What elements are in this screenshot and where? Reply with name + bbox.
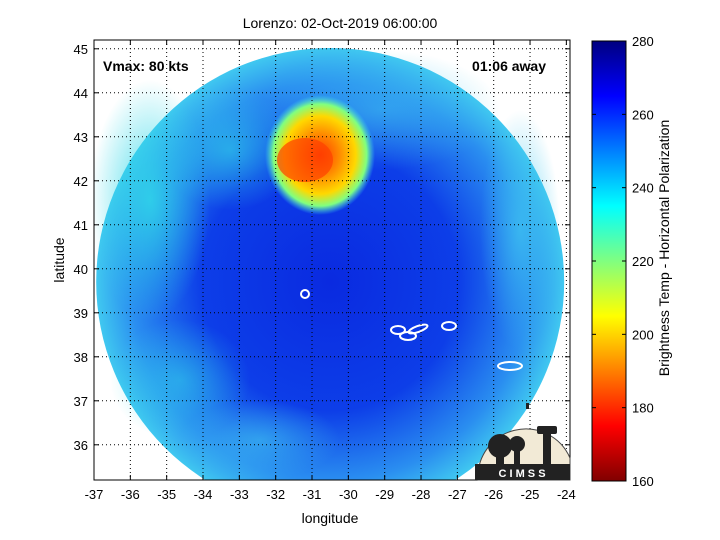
swath-image <box>94 48 565 480</box>
y-tick-label: 42 <box>74 174 88 189</box>
contour-lines <box>300 289 523 371</box>
colorbar-tick-label: 260 <box>632 107 654 122</box>
contour <box>407 323 429 335</box>
colorbar-tick-label: 280 <box>632 34 654 49</box>
y-tick-label: 44 <box>74 86 88 101</box>
y-axis-label: latitude <box>51 237 67 282</box>
x-axis-ticks: -37 -36 -35 -34 -33 -32 -31 -30 -29 -28 -27 -26 -25 -… <box>85 40 576 502</box>
colorbar-tick-label: 200 <box>632 327 654 342</box>
x-tick-label: -35 <box>157 487 176 502</box>
svg-text:C I M S S: C I M S S <box>498 468 545 480</box>
contour <box>497 361 523 371</box>
x-tick-label: -34 <box>194 487 213 502</box>
colorbar-tick-label: 240 <box>632 181 654 196</box>
x-tick-label: -29 <box>375 487 394 502</box>
away-annotation: 01:06 away <box>472 58 546 74</box>
chart-title: Lorenzo: 02-Oct-2019 06:00:00 <box>243 15 438 31</box>
contour <box>390 325 406 335</box>
y-tick-label: 39 <box>74 306 88 321</box>
colorbar-label: Brightness Temp - Horizontal Polarizatio… <box>656 120 672 377</box>
cimss-logo: C I M S S <box>475 403 571 481</box>
colorbar-tick-label: 220 <box>632 254 654 269</box>
x-tick-label: -28 <box>412 487 431 502</box>
y-tick-label: 43 <box>74 130 88 145</box>
x-tick-label: -33 <box>230 487 249 502</box>
colorbar-tick-label: 180 <box>632 401 654 416</box>
x-tick-label: -37 <box>85 487 104 502</box>
y-tick-label: 38 <box>74 350 88 365</box>
x-tick-label: -27 <box>448 487 467 502</box>
colorbar-scale <box>591 40 627 482</box>
y-tick-label: 37 <box>74 394 88 409</box>
vmax-annotation: Vmax: 80 kts <box>103 58 189 74</box>
y-tick-label: 45 <box>74 42 88 57</box>
x-tick-label: -31 <box>303 487 322 502</box>
x-tick-label: -30 <box>339 487 358 502</box>
y-tick-label: 36 <box>74 438 88 453</box>
colorbar: 160 180 200 220 240 260 280 Brightness Temp - … <box>591 34 672 489</box>
x-tick-label: -26 <box>484 487 503 502</box>
contour <box>300 289 310 299</box>
x-tick-label: -32 <box>266 487 285 502</box>
x-axis-label: longitude <box>302 510 359 526</box>
colorbar-ticks: 160 180 200 220 240 260 280 <box>592 34 654 489</box>
y-tick-label: 40 <box>74 262 88 277</box>
contour <box>441 321 457 331</box>
x-tick-label: -36 <box>121 487 140 502</box>
y-axis-ticks: 36 37 38 39 40 41 42 43 44 45 <box>74 42 570 453</box>
colorbar-tick-label: 160 <box>632 474 654 489</box>
x-tick-label: -24 <box>557 487 576 502</box>
plot-border <box>93 39 571 481</box>
x-tick-label: -25 <box>521 487 540 502</box>
y-tick-label: 41 <box>74 218 88 233</box>
